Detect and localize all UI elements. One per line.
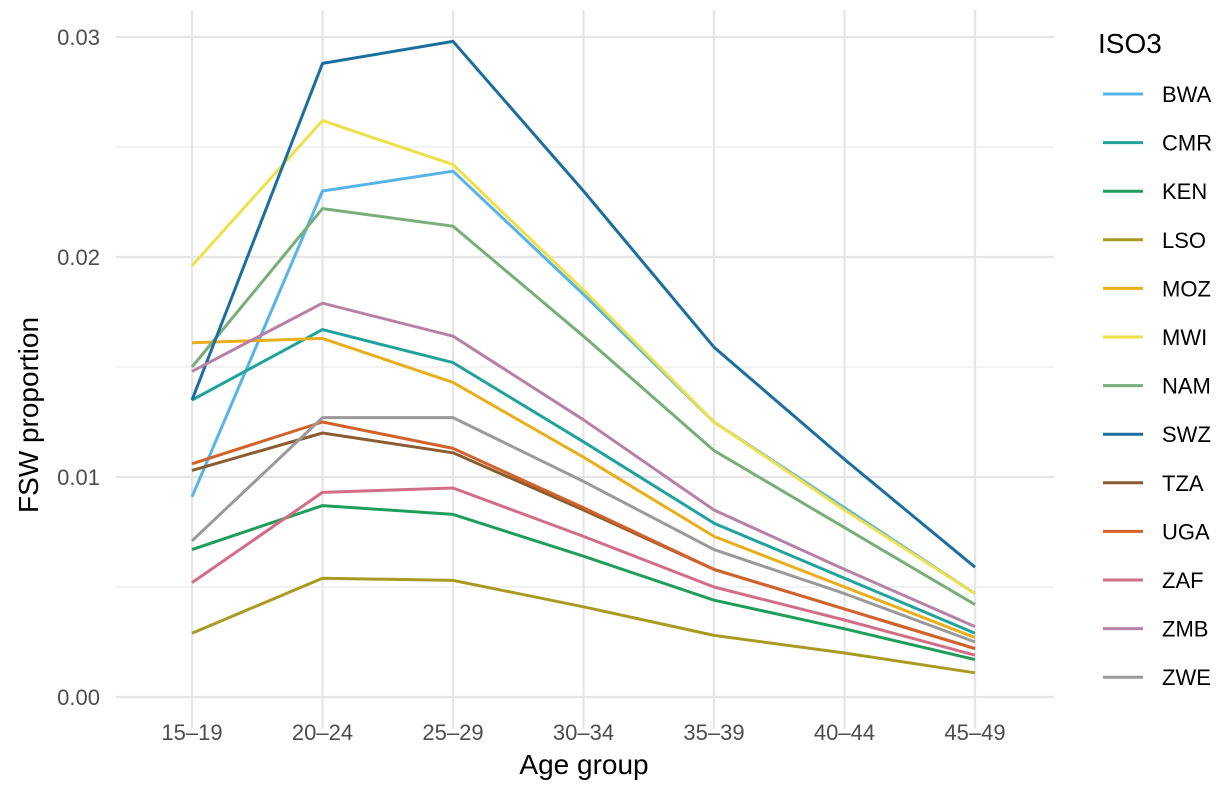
legend-title: ISO3 [1098, 28, 1162, 59]
legend-item-cmr: CMR [1103, 131, 1212, 156]
legend-items: BWA CMR KEN LSO MOZ MWI NAM SWZ TZA UGA ZAF ZMB ZWE [1103, 82, 1212, 690]
series-line-moz [191, 336, 976, 639]
legend-item-tza: TZA [1103, 471, 1204, 496]
legend-item-zaf: ZAF [1103, 568, 1204, 593]
legend-label: SWZ [1162, 422, 1211, 447]
legend-label: NAM [1162, 374, 1211, 399]
legend-item-uga: UGA [1103, 519, 1210, 544]
x-tick-label: 15–19 [161, 720, 222, 745]
series-line-swz [190, 39, 976, 569]
legend-item-mwi: MWI [1103, 325, 1207, 350]
legend-item-lso: LSO [1103, 228, 1206, 253]
legend-item-swz: SWZ [1103, 422, 1211, 447]
legend-label: LSO [1162, 228, 1206, 253]
y-axis-ticks: 0.00 0.01 0.02 0.03 [57, 25, 100, 710]
series-line-zaf [191, 486, 976, 657]
legend-label: TZA [1162, 471, 1204, 496]
legend-label: KEN [1162, 179, 1207, 204]
legend-label: ZWE [1162, 665, 1211, 690]
y-axis-title: FSW proportion [13, 317, 44, 513]
legend-item-zmb: ZMB [1103, 617, 1208, 642]
series-line-nam [190, 207, 976, 606]
x-tick-label: 30–34 [553, 720, 614, 745]
series-line-zmb [191, 301, 976, 628]
legend-label: BWA [1162, 82, 1212, 107]
series-line-uga [191, 420, 976, 651]
x-tick-label: 35–39 [683, 720, 744, 745]
legend: ISO3 BWA CMR KEN LSO MOZ MWI NAM SWZ TZA UGA ZAF ZM… [1098, 28, 1212, 690]
legend-item-moz: MOZ [1103, 276, 1211, 301]
legend-label: CMR [1162, 131, 1212, 156]
x-tick-label: 40–44 [814, 720, 875, 745]
x-axis-title: Age group [519, 749, 648, 780]
grid [116, 10, 1054, 729]
x-tick-label: 25–29 [422, 720, 483, 745]
legend-label: UGA [1162, 519, 1210, 544]
legend-label: ZMB [1162, 617, 1208, 642]
legend-item-zwe: ZWE [1103, 665, 1211, 690]
legend-label: ZAF [1162, 568, 1204, 593]
legend-label: MOZ [1162, 276, 1211, 301]
y-tick-label: 0.02 [57, 245, 100, 270]
x-tick-label: 45–49 [944, 720, 1005, 745]
series-line-bwa [190, 169, 976, 595]
series-line-zwe [190, 416, 976, 644]
series-line-ken [191, 504, 976, 662]
x-axis-ticks: 15–19 20–24 25–29 30–34 35–39 40–44 45–49 [161, 720, 1005, 745]
y-tick-label: 0.01 [57, 465, 100, 490]
y-tick-label: 0.03 [57, 25, 100, 50]
x-tick-label: 20–24 [292, 720, 353, 745]
series-lines [190, 39, 976, 675]
legend-item-bwa: BWA [1103, 82, 1212, 107]
legend-label: MWI [1162, 325, 1207, 350]
series-line-mwi [190, 119, 976, 595]
legend-item-ken: KEN [1103, 179, 1207, 204]
y-tick-label: 0.00 [57, 685, 100, 710]
series-line-cmr [191, 328, 976, 635]
legend-item-nam: NAM [1103, 374, 1211, 399]
series-line-lso [191, 576, 976, 675]
